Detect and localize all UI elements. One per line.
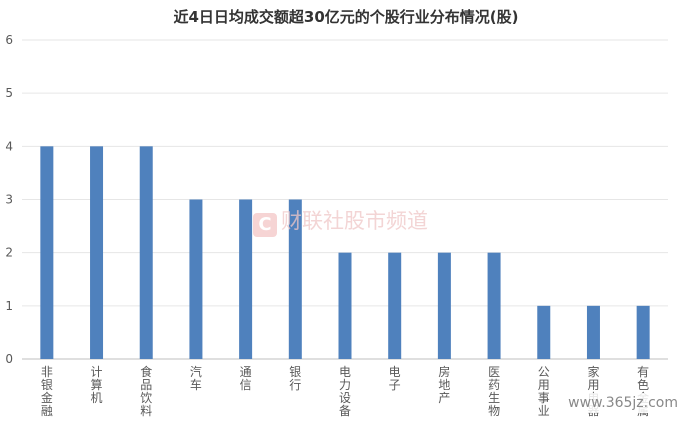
watermark-logo-icon: C: [253, 213, 277, 237]
watermark: C 财联社股市频道: [253, 205, 428, 237]
x-tick-label: 医药生物: [488, 365, 500, 418]
y-tick-label: 6: [5, 33, 13, 47]
x-tick-label: 电力设备: [339, 365, 351, 418]
x-tick-label: 房地产: [438, 364, 450, 405]
bar: [338, 252, 352, 359]
x-tick-label: 公用事业: [538, 365, 550, 418]
x-tick-label: 银行: [289, 365, 301, 392]
site-watermark: www.365jz.com: [562, 393, 684, 413]
bar: [139, 146, 153, 359]
bar: [90, 146, 104, 359]
bar: [487, 252, 501, 359]
bar: [189, 199, 203, 359]
bar: [586, 305, 600, 359]
watermark-text: 财联社股市频道: [281, 209, 428, 233]
x-tick-label: 计算机: [91, 365, 103, 405]
bar: [40, 146, 54, 359]
y-tick-label: 3: [5, 193, 13, 207]
bar: [239, 199, 253, 359]
x-tick-label: 通信: [240, 365, 252, 392]
bar: [537, 305, 551, 359]
x-tick-label: 电子: [389, 365, 401, 392]
bar: [636, 305, 650, 359]
y-tick-label: 0: [5, 352, 13, 366]
chart-title: 近4日日均成交额超30亿元的个股行业分布情况(股): [173, 8, 519, 26]
bar: [437, 252, 451, 359]
y-tick-label: 4: [5, 139, 13, 153]
y-tick-label: 2: [5, 246, 13, 260]
y-tick-label: 1: [5, 299, 13, 313]
bar: [388, 252, 402, 359]
bar: [288, 199, 302, 359]
x-tick-label: 食品饮料: [140, 364, 152, 418]
y-tick-label: 5: [5, 86, 13, 100]
x-tick-label: 汽车: [190, 364, 202, 392]
x-tick-label: 非银金融: [41, 365, 53, 418]
